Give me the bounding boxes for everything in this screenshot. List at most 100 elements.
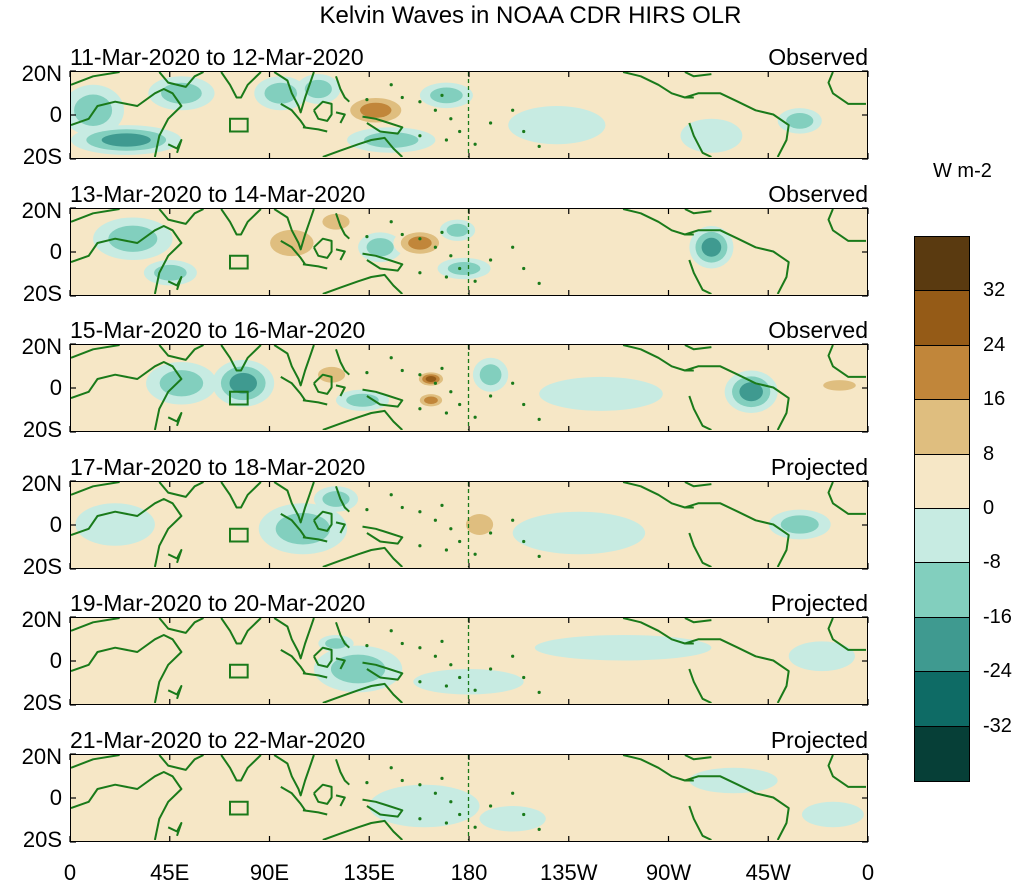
colorbar-units: W m-2 — [933, 160, 992, 182]
colorbar-swatch — [915, 672, 969, 727]
coastline — [220, 755, 262, 782]
panel-period-title: 11-Mar-2020 to 12-Mar-2020 — [70, 44, 364, 70]
island-dot — [449, 527, 453, 531]
colorbar-level-label: -8 — [983, 551, 1001, 574]
coastline — [167, 685, 183, 700]
chart-title: Kelvin Waves in NOAA CDR HIRS OLR — [319, 2, 742, 29]
y-tick-label: 20N — [21, 61, 62, 86]
coastline — [684, 502, 790, 567]
anomaly-contour — [101, 133, 151, 147]
coastline — [220, 618, 262, 645]
island-dot — [400, 778, 404, 783]
island-dot — [444, 548, 449, 552]
anomaly-contour — [382, 524, 445, 550]
island-dot — [400, 232, 404, 237]
island-dot — [537, 554, 541, 558]
island-outline — [229, 663, 249, 679]
panel-period-title: 21-Mar-2020 to 22-Mar-2020 — [70, 727, 366, 753]
heatmap-svg — [71, 618, 866, 703]
coastline — [335, 111, 346, 124]
coastline — [280, 240, 306, 265]
coastline — [313, 373, 333, 395]
coastline — [362, 252, 404, 272]
x-tick-label: 0 — [63, 860, 77, 885]
coastline — [335, 384, 346, 397]
coastline — [335, 621, 350, 649]
coastline — [335, 348, 350, 376]
island-dot — [365, 644, 369, 648]
coastline — [71, 482, 120, 496]
island-dot — [537, 144, 541, 148]
coastline — [362, 661, 404, 681]
island-dot — [389, 83, 393, 87]
island-dot — [488, 258, 493, 262]
coastline — [684, 345, 712, 351]
island-dot — [458, 129, 462, 134]
colorbar-swatch — [915, 454, 969, 509]
heatmap-svg — [71, 482, 866, 567]
island-dot — [389, 493, 393, 497]
coastline — [684, 755, 712, 761]
coastline — [220, 482, 262, 509]
island-dot — [440, 93, 444, 97]
anomaly-contour — [188, 110, 242, 136]
panel-status-label: Projected — [770, 454, 868, 480]
anomaly-contour — [689, 767, 778, 794]
anomaly-contour — [366, 238, 394, 257]
coastline — [273, 618, 315, 660]
heatmap-panel — [70, 617, 868, 705]
panel-period-title: 15-Mar-2020 to 16-Mar-2020 — [70, 317, 366, 343]
anomaly-contour — [479, 364, 502, 386]
island-dot — [522, 812, 526, 817]
x-tick-label: 135W — [540, 860, 598, 885]
island-dot — [400, 368, 404, 373]
anomaly-contour — [508, 106, 606, 145]
anomaly-contour — [161, 82, 202, 104]
y-tick-label: 0 — [49, 512, 62, 537]
x-tick-label: 45E — [150, 860, 190, 885]
island-dot — [458, 266, 462, 271]
anomaly-contour — [317, 366, 346, 383]
y-tick-label: 20N — [21, 334, 62, 359]
island-outline — [229, 800, 249, 816]
colorbar-swatch — [915, 345, 969, 401]
anomaly-contour — [780, 515, 819, 534]
island-dot — [418, 817, 422, 821]
x-tick-label: 90E — [249, 860, 290, 885]
coastline — [167, 822, 183, 837]
island-dot — [511, 108, 515, 112]
coastline — [688, 395, 712, 430]
coastline — [71, 634, 183, 703]
anomaly-contour — [325, 638, 347, 649]
anomaly-contour — [364, 132, 419, 148]
island-dot — [488, 804, 493, 808]
island-dot — [449, 390, 453, 394]
colorbar-swatch — [915, 617, 969, 673]
coastline — [158, 345, 204, 361]
island-dot — [365, 98, 369, 102]
island-dot — [400, 641, 404, 646]
coastline — [688, 805, 712, 840]
coastline — [280, 103, 306, 128]
colorbar-swatch — [915, 563, 969, 618]
coastline — [220, 209, 262, 236]
anomaly-contour — [446, 223, 469, 237]
coastline — [220, 345, 262, 372]
coastline — [322, 409, 403, 430]
island-dot — [511, 518, 515, 522]
panel-period-title: 13-Mar-2020 to 14-Mar-2020 — [70, 181, 366, 207]
island-dot — [440, 503, 444, 507]
island-dot — [418, 510, 422, 514]
island-dot — [511, 245, 515, 249]
coastline — [684, 618, 712, 624]
coastline — [71, 498, 183, 567]
colorbar-swatch — [915, 400, 969, 455]
y-tick-label: 0 — [49, 375, 62, 400]
anomaly-contour — [425, 376, 437, 382]
coastline — [827, 618, 866, 651]
coastline — [322, 819, 403, 840]
y-tick-label: 0 — [49, 102, 62, 127]
island-dot — [418, 783, 422, 787]
anomaly-contour — [479, 806, 546, 832]
island-dot — [449, 663, 453, 667]
